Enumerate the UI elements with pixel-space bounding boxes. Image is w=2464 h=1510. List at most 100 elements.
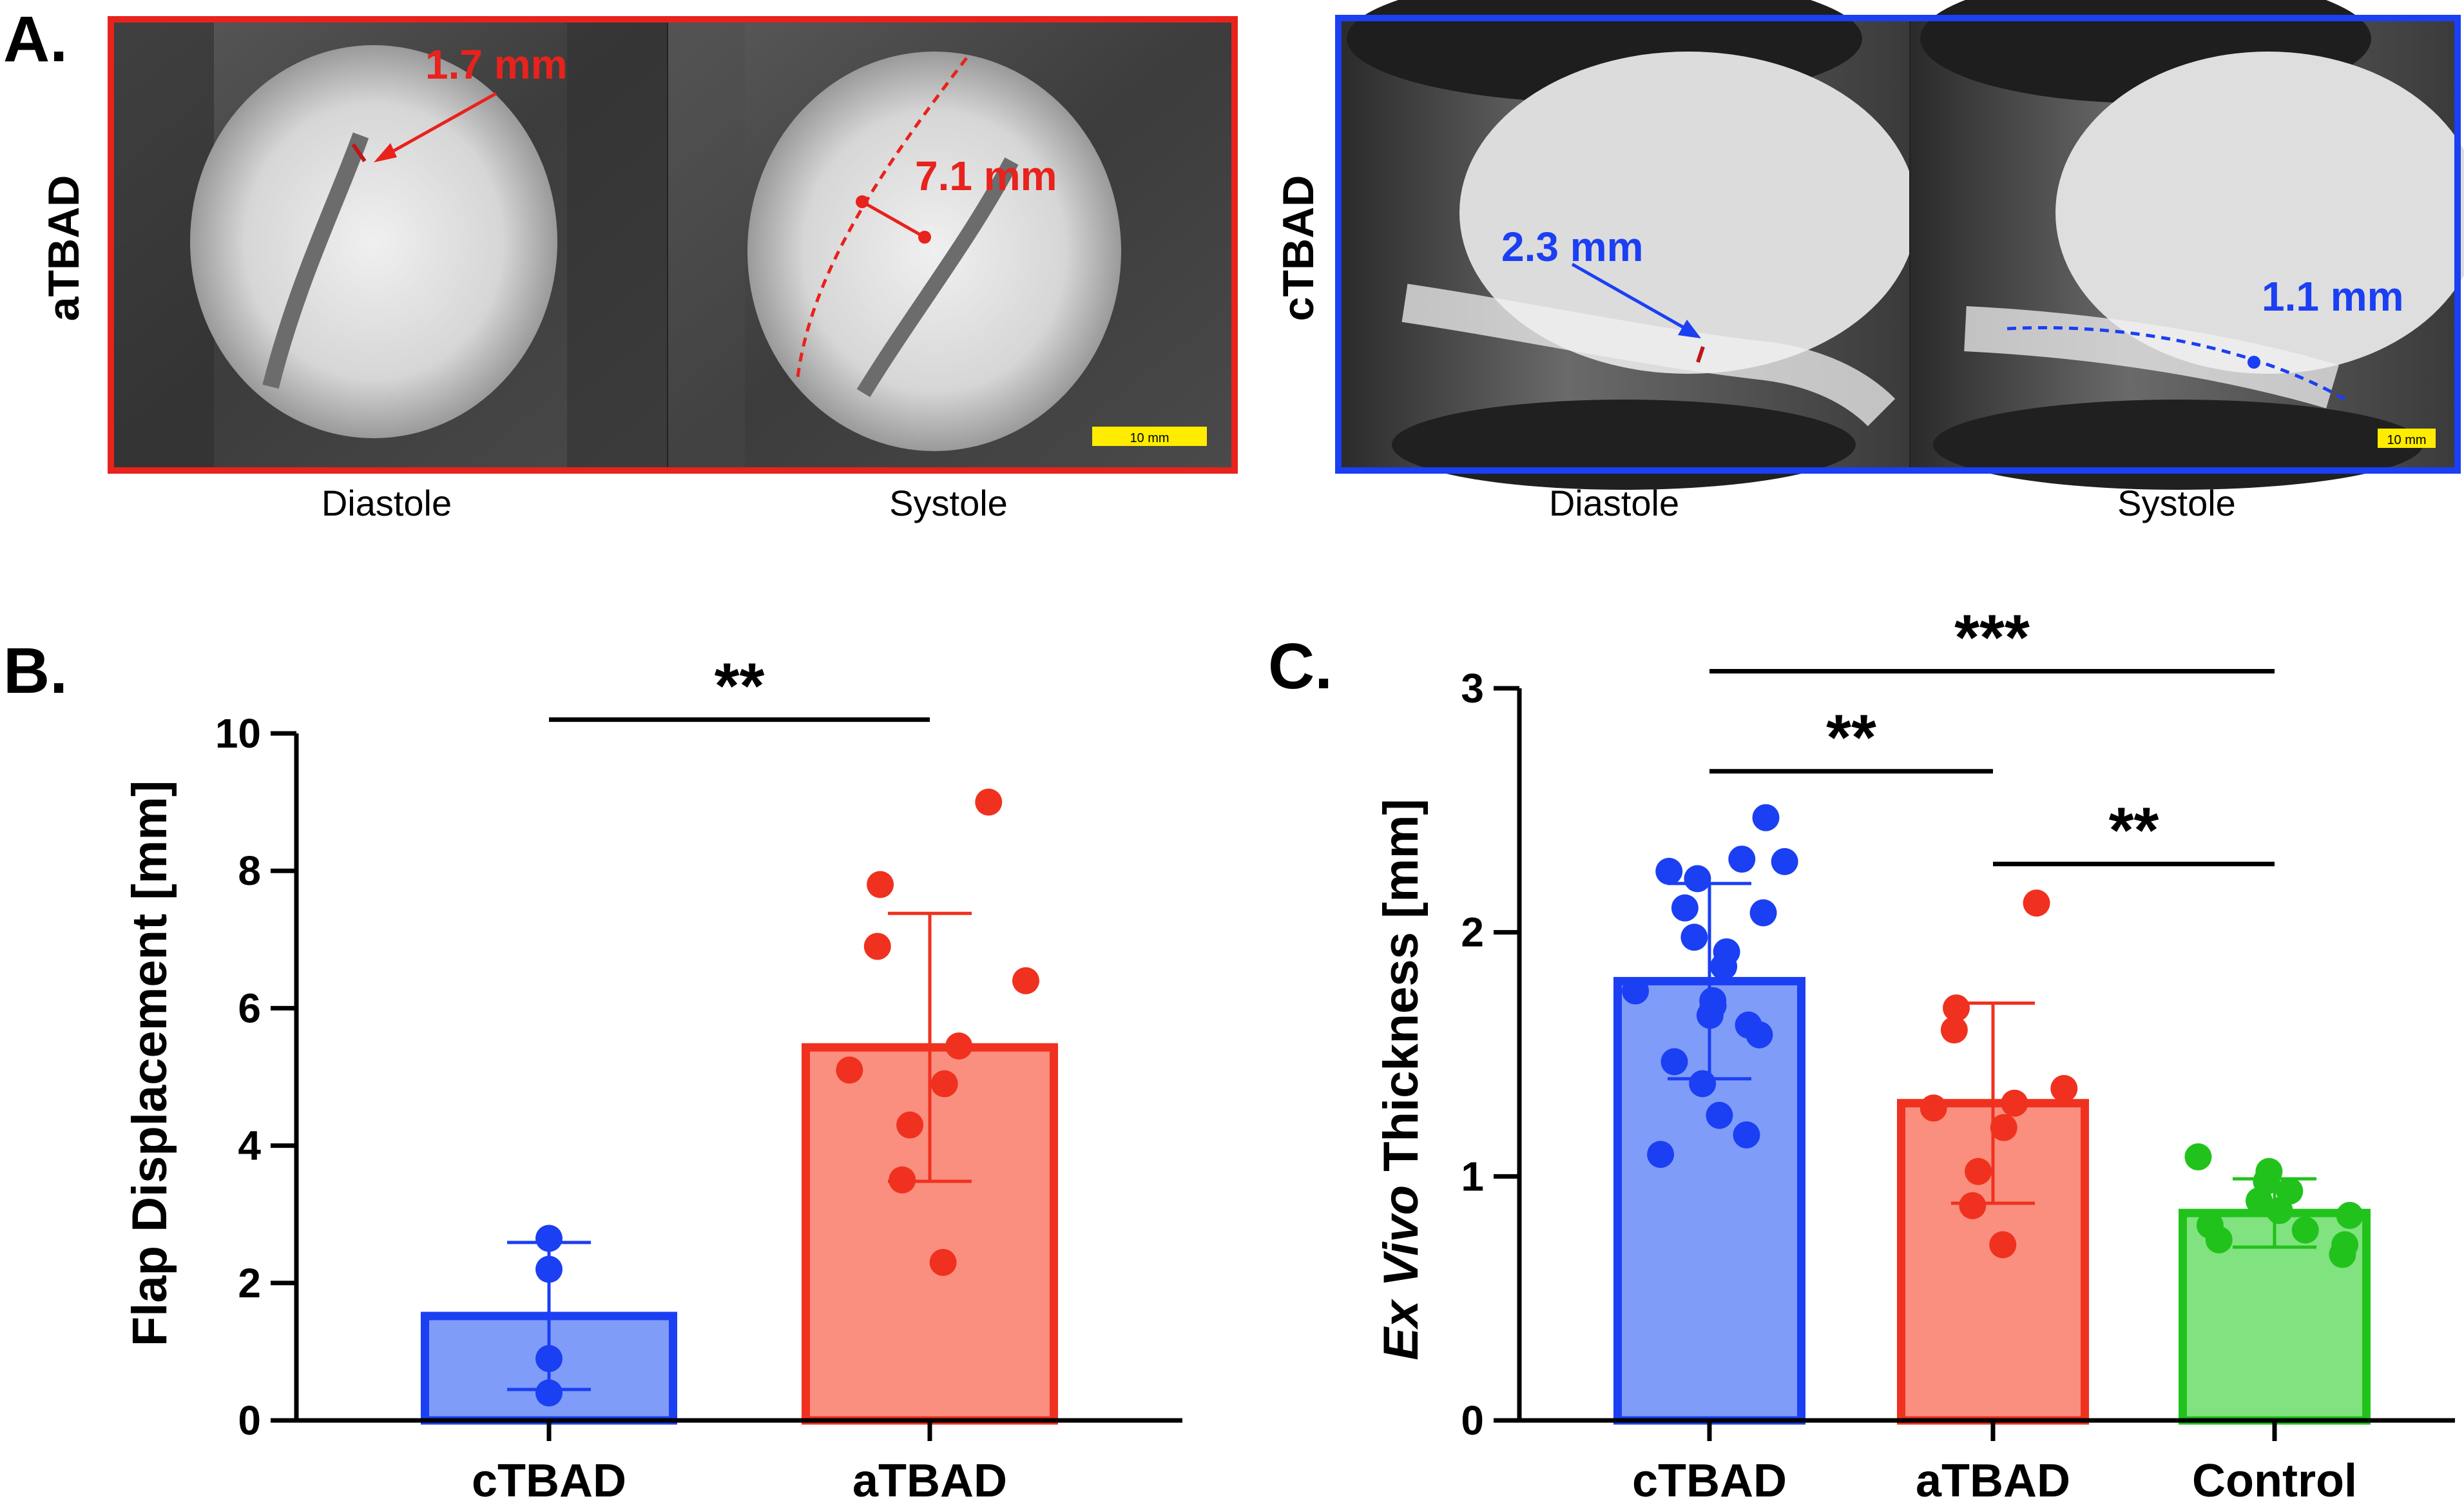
chart-c-ylabel-italic: Ex Vivo	[1374, 1185, 1429, 1360]
atbad-systole-image: 7.1 mm 10 mm	[668, 19, 1235, 470]
atbad-systole-caption: Systole	[889, 483, 1008, 523]
chart-c-point-control	[2331, 1231, 2359, 1259]
chart-c-point-control	[2196, 1212, 2224, 1239]
chart-c-point-atbad	[1989, 1231, 2017, 1259]
chart-c-y-tick-label: 1	[1461, 1153, 1484, 1199]
chart-c-sig-label-0: ***	[1954, 601, 2030, 673]
chart-c-point-atbad	[1965, 1157, 1992, 1185]
atbad-systole-measure: 7.1 mm	[915, 153, 1057, 199]
chart-c-point-ctbad	[1752, 804, 1780, 831]
chart-b-point-atbad	[1012, 967, 1039, 994]
chart-c-ylabel: Ex Vivo Thickness [mm]	[1374, 799, 1429, 1360]
chart-c-x-tick-label-atbad: aTBAD	[1916, 1455, 2070, 1507]
chart-b-point-atbad	[975, 788, 1003, 816]
chart-c-point-ctbad	[1689, 1070, 1717, 1098]
chart-b-sig-label-0: **	[715, 650, 765, 722]
chart-c-point-ctbad	[1771, 847, 1798, 875]
ctbad-scale-bar	[2378, 429, 2436, 448]
chart-b-point-ctbad	[535, 1345, 563, 1373]
chart-c-y-tick-label: 0	[1461, 1397, 1484, 1444]
atbad-image-group: aTBAD 1.7 mm 7.1 mm 10 mm	[39, 16, 1238, 523]
ctbad-diastole-measure: 2.3 mm	[1501, 224, 1644, 270]
chart-c-point-control	[2276, 1177, 2304, 1205]
chart-b-y-tick-label: 4	[238, 1123, 261, 1169]
chart-b-x-tick-label-atbad: aTBAD	[852, 1455, 1007, 1507]
chart-c-point-atbad	[1990, 1114, 2017, 1141]
chart-c-point-atbad	[2023, 889, 2050, 917]
ctbad-image-group: cTBAD 2.3 mm 1.1 mm 10 mm	[1274, 0, 2464, 523]
ctbad-systole-image: 1.1 mm 10 mm	[1910, 0, 2464, 490]
chart-c-point-ctbad	[1733, 1121, 1760, 1148]
chart-c-point-ctbad	[1713, 938, 1740, 965]
ctbad-diastole-arrow	[1571, 262, 1693, 334]
chart-b-y-tick-label: 10	[215, 710, 261, 757]
chart-b-y-tick-label: 6	[238, 985, 261, 1031]
chart-b-point-ctbad	[535, 1224, 563, 1252]
chart-c-ylabel-rest: Thickness [mm]	[1374, 799, 1429, 1185]
ctbad-systole-dashed-arc	[2007, 326, 2347, 402]
chart-c-point-control	[2291, 1216, 2319, 1244]
chart-c-point-ctbad	[1671, 894, 1699, 922]
atbad-diastole-caption: Diastole	[322, 483, 452, 523]
chart-c-point-ctbad	[1706, 1101, 1733, 1129]
chart-b-point-atbad	[929, 1248, 957, 1276]
chart-c-x-tick-label-control: Control	[2192, 1455, 2357, 1507]
chart-b-point-atbad	[889, 1166, 916, 1194]
chart-c-point-control	[2184, 1143, 2212, 1171]
chart-b-point-atbad	[896, 1111, 924, 1139]
ctbad-row-label: cTBAD	[1274, 175, 1323, 322]
chart-c-point-atbad	[2050, 1075, 2078, 1103]
ctbad-scale-bar-label: 10 mm	[2387, 433, 2426, 447]
ctbad-diastole-caption: Diastole	[1549, 483, 1679, 523]
chart-b-point-atbad	[863, 933, 891, 960]
atbad-row-label: aTBAD	[39, 175, 88, 322]
chart-c-y-tick-label: 3	[1461, 665, 1484, 711]
panel-b-label: B.	[3, 635, 68, 707]
chart-c-point-atbad	[1920, 1094, 1947, 1122]
chart-b-point-atbad	[945, 1032, 973, 1060]
chart-c-point-ctbad	[1660, 1048, 1688, 1076]
chart-c-point-ctbad	[1680, 924, 1708, 951]
chart-c-point-ctbad	[1684, 865, 1711, 893]
atbad-frame-border	[108, 16, 1238, 474]
chart-c-point-ctbad	[1699, 987, 1727, 1014]
chart-c-sig-label-2: **	[2109, 795, 2159, 867]
chart-b-point-atbad	[930, 1070, 958, 1098]
chart-b-y-tick-label: 8	[238, 847, 261, 894]
chart-c-point-ctbad	[1655, 858, 1683, 885]
chart-c-point-atbad	[1943, 994, 1970, 1022]
chart-c-y-tick-label: 2	[1461, 909, 1484, 956]
chart-c-point-ctbad	[1749, 899, 1777, 927]
chart-flap-displacement: B. Flap Displacement [mm] 0 2 4 6 8 10 cTBAD aT…	[3, 635, 1182, 1507]
chart-c-point-atbad	[1940, 1016, 1968, 1044]
atbad-scale-bar-label: 10 mm	[1130, 431, 1169, 445]
chart-c-point-atbad	[2001, 1089, 2028, 1117]
chart-c-point-control	[2336, 1201, 2363, 1229]
atbad-systole-caliper	[861, 200, 926, 239]
atbad-scale-bar	[1092, 427, 1207, 446]
atbad-diastole-caliper	[351, 143, 367, 162]
chart-c-point-ctbad	[1647, 1141, 1675, 1168]
chart-c-x-tick-label-ctbad: cTBAD	[1632, 1455, 1787, 1507]
atbad-diastole-measure: 1.7 mm	[425, 41, 568, 88]
chart-c-point-ctbad	[1728, 846, 1756, 873]
chart-b-point-atbad	[867, 871, 894, 898]
chart-b-y-tick-label: 0	[238, 1397, 261, 1444]
ctbad-systole-caption: Systole	[2117, 483, 2236, 523]
chart-b-ylabel: Flap Displacement [mm]	[122, 780, 177, 1346]
chart-c-point-ctbad	[1622, 977, 1650, 1005]
chart-c-point-control	[2255, 1157, 2283, 1185]
chart-c-point-ctbad	[1735, 1011, 1762, 1039]
chart-b-point-atbad	[836, 1056, 863, 1084]
ctbad-systole-caliper	[2247, 356, 2260, 369]
panel-c-label: C.	[1268, 630, 1333, 702]
ctbad-diastole-image: 2.3 mm	[1338, 0, 1917, 490]
chart-c-point-atbad	[1959, 1192, 1987, 1219]
atbad-diastole-arrow	[376, 92, 497, 162]
ctbad-systole-measure: 1.1 mm	[2262, 273, 2404, 320]
chart-b-point-ctbad	[535, 1255, 563, 1283]
chart-ex-vivo-thickness: C. Ex Vivo Thickness [mm] 0 1 2 3 cTBAD aTBAD…	[1268, 601, 2455, 1507]
chart-b-point-ctbad	[535, 1379, 563, 1407]
chart-b-x-tick-label-ctbad: cTBAD	[472, 1455, 626, 1507]
